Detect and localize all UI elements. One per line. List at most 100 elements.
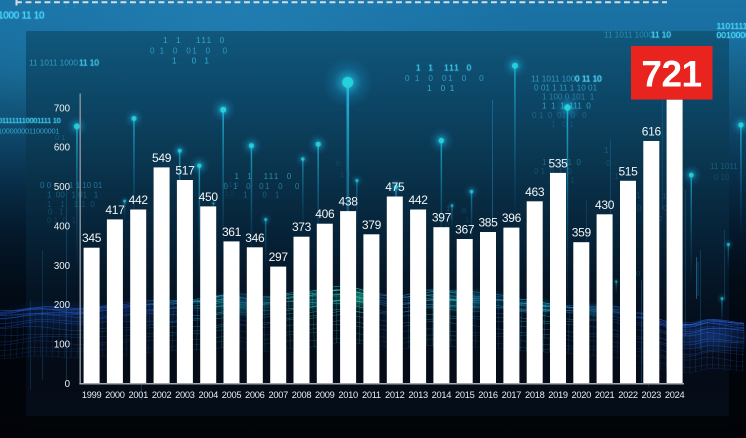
svg-text:2016: 2016 — [478, 390, 498, 400]
svg-text:1 1 111 0: 1 1 111 0 — [416, 64, 472, 73]
svg-text:1: 1 — [662, 192, 667, 201]
svg-text:2001: 2001 — [128, 390, 148, 400]
svg-text:11 1011 1000: 11 1011 1000 — [29, 59, 78, 68]
svg-text:1: 1 — [614, 172, 619, 181]
svg-text:2004: 2004 — [198, 390, 218, 400]
svg-text:2019: 2019 — [548, 390, 568, 400]
svg-text:0: 0 — [637, 204, 642, 213]
svg-text:0 1: 0 1 — [55, 133, 65, 142]
svg-text:11 1011: 11 1011 — [710, 162, 738, 171]
svg-text:0 1 0 01 0 0: 0 1 0 01 0 0 — [405, 74, 485, 83]
svg-text:2011: 2011 — [362, 390, 381, 400]
svg-text:2002: 2002 — [152, 390, 172, 400]
svg-text:2020: 2020 — [572, 390, 592, 400]
svg-text:0: 0 — [636, 269, 640, 278]
svg-text:2012: 2012 — [385, 390, 405, 400]
svg-text:11 1011 1000: 11 1011 1000 — [604, 30, 653, 39]
svg-text:379: 379 — [362, 218, 382, 232]
svg-text:2006: 2006 — [245, 390, 265, 400]
svg-text:430: 430 — [595, 198, 615, 212]
svg-text:2007: 2007 — [268, 390, 288, 400]
svg-text:0: 0 — [65, 379, 71, 390]
svg-text:345: 345 — [82, 231, 102, 245]
svg-text:1000000011000001: 1000000011000001 — [0, 127, 59, 136]
svg-text:450: 450 — [199, 190, 219, 204]
svg-text:300: 300 — [54, 261, 71, 272]
svg-text:373: 373 — [292, 220, 312, 234]
svg-text:0 1 0 1: 0 1 0 1 — [47, 216, 76, 225]
svg-text:0 1 0 01 0 0: 0 1 0 01 0 0 — [532, 111, 587, 120]
svg-text:2000: 2000 — [105, 390, 125, 400]
svg-text:361: 361 — [222, 225, 242, 239]
svg-text:1 0 1: 1 0 1 — [551, 120, 574, 129]
svg-text:442: 442 — [409, 193, 429, 207]
svg-text:1 111 0: 1 111 0 — [542, 158, 581, 167]
svg-text:11 10: 11 10 — [79, 59, 99, 68]
svg-text:1: 1 — [449, 212, 453, 221]
svg-text:1: 1 — [465, 215, 469, 224]
svg-text:0 1 0: 0 1 0 — [222, 180, 239, 189]
svg-text:011111110001111 10: 011111110001111 10 — [0, 116, 61, 125]
svg-text:100: 100 — [54, 340, 71, 351]
svg-text:1 100 0 101 1: 1 100 0 101 1 — [542, 93, 595, 102]
svg-text:1: 1 — [604, 146, 609, 155]
svg-text:438: 438 — [339, 195, 359, 209]
svg-text:549: 549 — [152, 151, 172, 165]
svg-text:359: 359 — [572, 226, 592, 240]
svg-text:0 01 1 11 1 10 01: 0 01 1 11 1 10 01 — [534, 84, 598, 93]
svg-text:367: 367 — [455, 223, 475, 237]
svg-text:0 11 10: 0 11 10 — [575, 75, 602, 84]
svg-text:442: 442 — [129, 193, 149, 207]
svg-text:616: 616 — [642, 125, 662, 139]
svg-text:2023: 2023 — [642, 390, 662, 400]
svg-text:2003: 2003 — [175, 390, 195, 400]
svg-text:0 0 1 1 10 01: 0 0 1 1 10 01 — [40, 181, 103, 190]
svg-text:515: 515 — [618, 164, 638, 178]
svg-text:1 0 1: 1 0 1 — [172, 56, 210, 65]
svg-text:2014: 2014 — [432, 390, 452, 400]
svg-text:400: 400 — [54, 222, 71, 233]
svg-text:0: 0 — [445, 220, 449, 229]
svg-text:2022: 2022 — [618, 390, 638, 400]
svg-text:0 1 0 1 0: 0 1 0 1 0 — [534, 167, 572, 176]
svg-text:1 1: 1 1 — [64, 1, 77, 10]
svg-text:1 0 1: 1 0 1 — [427, 84, 455, 93]
svg-text:346: 346 — [245, 231, 265, 245]
svg-text:2017: 2017 — [502, 390, 522, 400]
svg-text:0 10: 0 10 — [714, 173, 730, 182]
svg-text:1 00 1 01 1: 1 00 1 01 1 — [47, 191, 99, 200]
svg-text:1 0: 1 0 — [340, 170, 350, 179]
svg-text:2018: 2018 — [525, 390, 545, 400]
svg-text:500: 500 — [54, 182, 71, 193]
svg-text:721: 721 — [641, 54, 701, 95]
svg-text:406: 406 — [315, 207, 335, 221]
svg-text:700: 700 — [54, 103, 71, 114]
svg-text:0 1 0 01 0 0: 0 1 0 01 0 0 — [224, 182, 301, 191]
svg-text:0: 0 — [663, 204, 668, 213]
svg-text:1 1 1 111 0: 1 1 1 111 0 — [542, 102, 591, 111]
svg-text:463: 463 — [525, 185, 545, 199]
svg-text:2021: 2021 — [595, 390, 615, 400]
svg-text:1999: 1999 — [82, 390, 102, 400]
svg-text:1 1 111 0: 1 1 111 0 — [163, 36, 226, 45]
svg-text:1000 11 10: 1000 11 10 — [0, 11, 45, 22]
svg-text:0: 0 — [606, 159, 611, 168]
svg-text:2005: 2005 — [222, 390, 242, 400]
svg-text:2008: 2008 — [292, 390, 312, 400]
svg-text:0 1 0 01 0 0: 0 1 0 01 0 0 — [150, 47, 228, 56]
svg-text:2015: 2015 — [455, 390, 475, 400]
svg-text:11 1011 100: 11 1011 100 — [531, 75, 576, 84]
svg-text:297: 297 — [269, 250, 289, 264]
svg-text:417: 417 — [105, 203, 125, 217]
svg-text:475: 475 — [385, 180, 405, 194]
svg-text:600: 600 — [54, 143, 71, 154]
svg-text:0 1: 0 1 — [336, 159, 349, 168]
svg-text:385: 385 — [478, 216, 498, 230]
svg-text:2010: 2010 — [338, 390, 358, 400]
svg-text:11 10: 11 10 — [651, 30, 671, 39]
svg-text:396: 396 — [502, 211, 522, 225]
svg-text:200: 200 — [54, 300, 71, 311]
svg-text:1: 1 — [446, 204, 450, 213]
svg-text:535: 535 — [548, 156, 568, 170]
svg-text:0: 0 — [658, 214, 662, 223]
